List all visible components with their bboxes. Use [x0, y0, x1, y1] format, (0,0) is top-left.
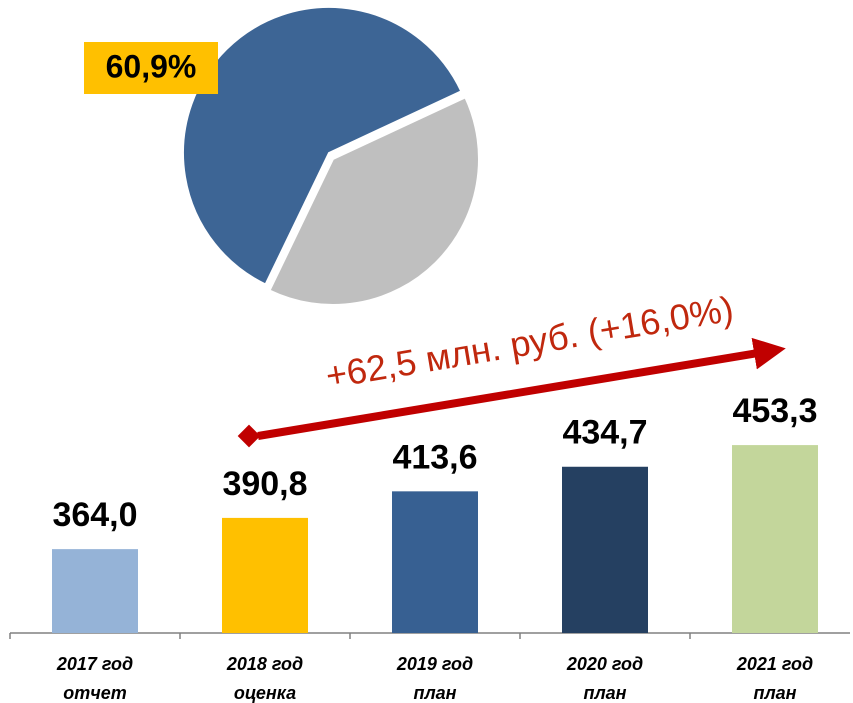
bar: [52, 549, 138, 633]
value-label: 413,6: [392, 438, 477, 476]
x-tick-sublabel: план: [753, 683, 796, 703]
value-label: 434,7: [562, 414, 647, 452]
bar: [562, 466, 648, 633]
value-label: 453,3: [732, 392, 817, 430]
x-tick-label: 2018 год: [226, 654, 303, 674]
annotation: +62,5 млн. руб. (+16,0%): [323, 288, 737, 397]
pie-label: 60,9%: [106, 48, 197, 84]
x-tick-label: 2017 год: [56, 654, 133, 674]
label-box: [84, 42, 218, 94]
x-tick-sublabel: план: [583, 683, 626, 703]
pie-slice: [182, 6, 463, 286]
pie-slice: [268, 95, 480, 306]
pie: [182, 6, 480, 306]
arrow-start: [237, 424, 261, 448]
x-tick-label: 2021 год: [736, 654, 813, 674]
bar: [222, 517, 308, 633]
value-label: 364,0: [52, 496, 137, 534]
x-tick-label: 2020 год: [566, 654, 643, 674]
value-label: 390,8: [222, 465, 307, 503]
x-tick-label: 2019 год: [396, 654, 473, 674]
x-tick-sublabel: план: [413, 683, 456, 703]
bar: [732, 445, 818, 633]
bar: [392, 491, 478, 633]
arrow: [257, 337, 786, 440]
x-tick-sublabel: оценка: [234, 683, 296, 703]
x-tick-sublabel: отчет: [63, 683, 127, 703]
